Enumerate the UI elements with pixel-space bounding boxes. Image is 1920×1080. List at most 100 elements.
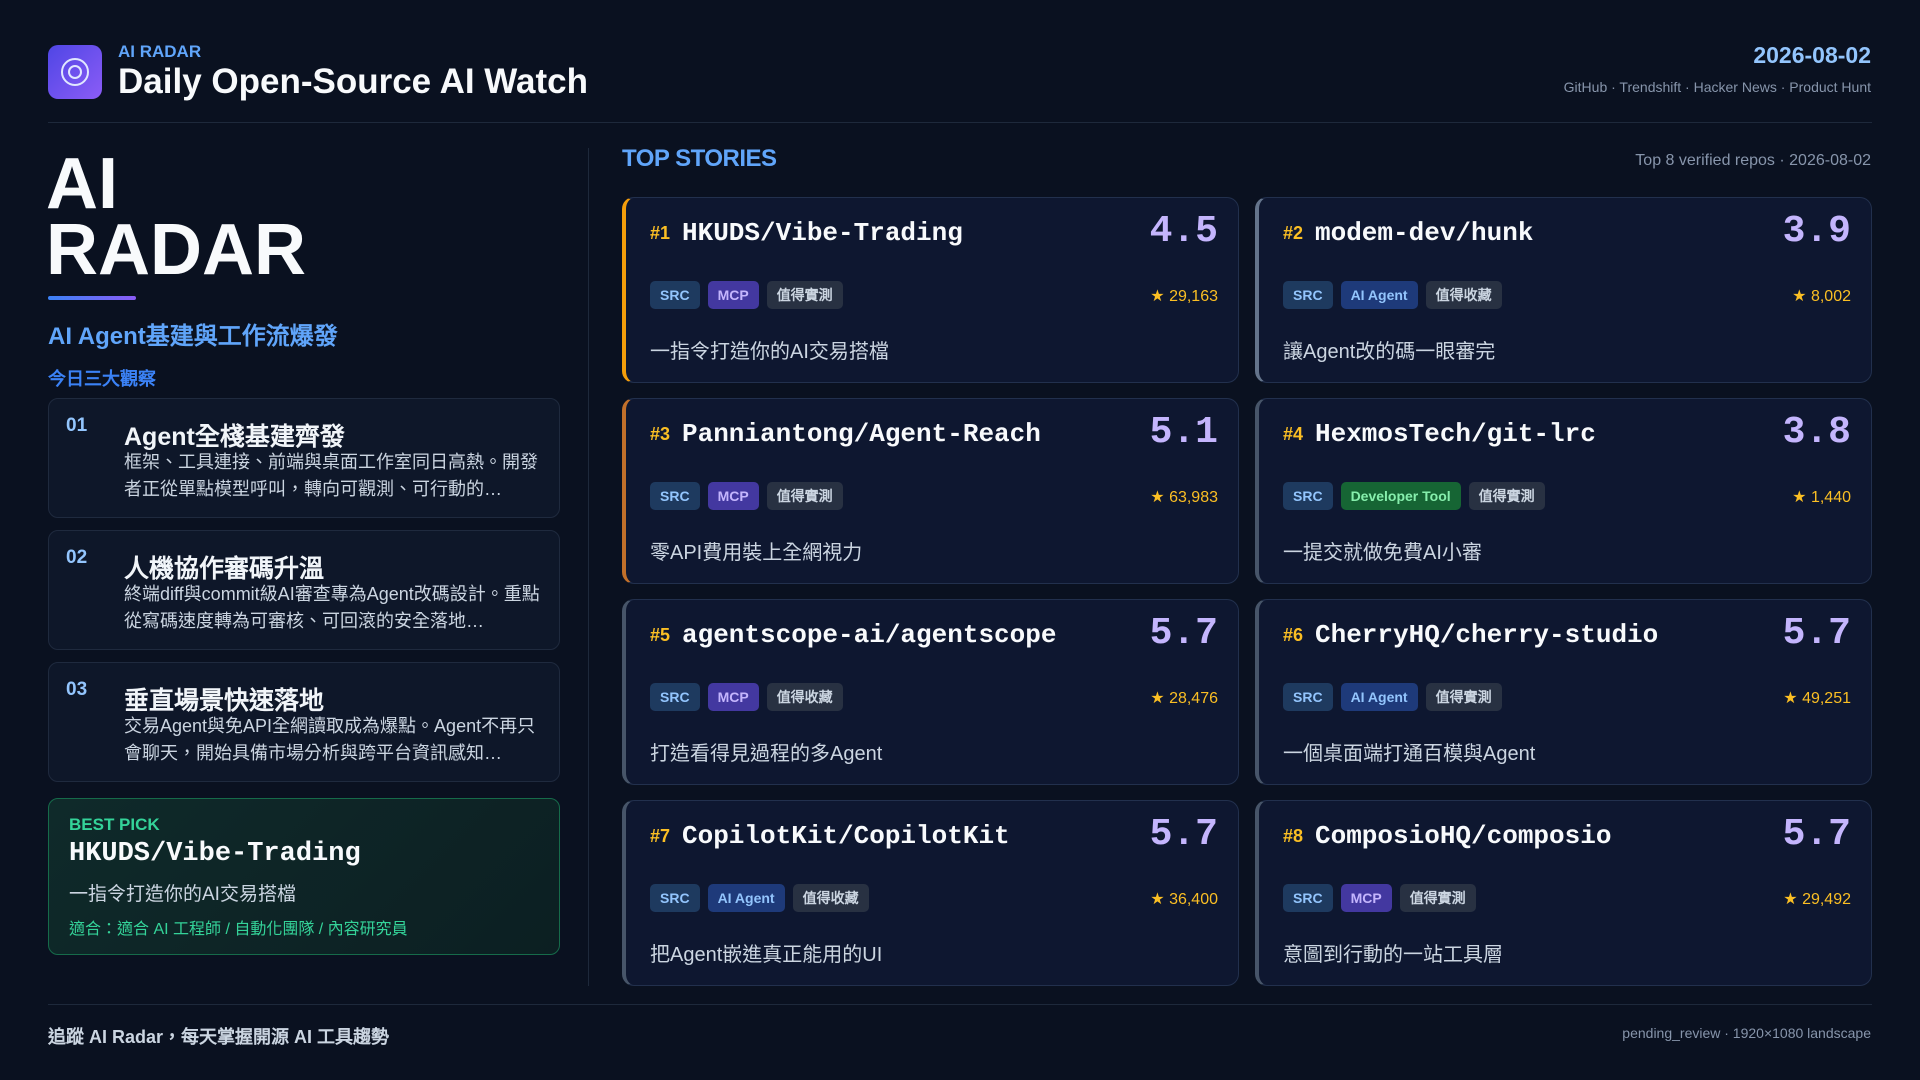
- footer-divider: [48, 1004, 1872, 1005]
- accent-bar: [48, 296, 136, 300]
- story-description: 打造看得見過程的多Agent: [650, 743, 883, 765]
- star-value: 8,002: [1810, 288, 1851, 305]
- insight-card: 03 垂直場景快速落地 交易Agent與免API全網讀取成為爆點。Agent不再只會…: [48, 662, 560, 782]
- star-icon: ★: [1150, 690, 1170, 707]
- tag: SRC: [1283, 281, 1333, 309]
- story-rank: #3: [650, 424, 671, 444]
- story-score: 3.9: [1782, 210, 1851, 253]
- story-rank: #6: [1283, 625, 1304, 645]
- star-count: ★ 29,492: [1783, 889, 1851, 909]
- story-card: #2 modem-dev/hunk 3.9 SRC AI Agent 值得收藏 ★ 8,00…: [1255, 197, 1872, 383]
- footer-status: pending_review · 1920×1080 landscape: [1622, 1025, 1871, 1041]
- story-rank: #5: [650, 625, 671, 645]
- insight-number: 01: [66, 415, 88, 436]
- story-score: 5.7: [1149, 813, 1218, 856]
- tag-row: SRC AI Agent 值得收藏: [650, 884, 869, 912]
- brand-line: RADAR: [46, 210, 306, 290]
- story-description: 讓Agent改的碼一眼審完: [1283, 341, 1496, 363]
- best-pick: BEST PICK HKUDS/Vibe-Trading 一指令打造你的AI交易…: [48, 798, 560, 955]
- story-repo: CherryHQ/cherry-studio: [1315, 620, 1659, 650]
- tag: SRC: [1283, 482, 1333, 510]
- tag: AI Agent: [1340, 683, 1418, 711]
- tag-row: SRC MCP 值得收藏: [650, 683, 843, 711]
- star-icon: ★: [1792, 288, 1811, 305]
- headline: AI Agent基建與工作流爆發: [48, 323, 338, 350]
- tag: SRC: [1283, 884, 1333, 912]
- star-icon: ★: [1150, 891, 1170, 908]
- tag: 值得實測: [1468, 482, 1545, 510]
- insight-title: 人機協作審碼升溫: [124, 555, 325, 583]
- story-repo: HexmosTech/git-lrc: [1315, 419, 1596, 449]
- insight-body: 交易Agent與免API全網讀取成為爆點。Agent不再只會聊天，開始具備市場分…: [124, 716, 536, 763]
- best-pick-description: 一指令打造你的AI交易搭檔: [69, 884, 296, 905]
- star-value: 1,440: [1810, 489, 1851, 506]
- tag-row: SRC Developer Tool 值得實測: [1283, 482, 1545, 510]
- date: 2026-08-02: [1753, 42, 1871, 68]
- insight-number: 02: [66, 547, 88, 568]
- story-description: 把Agent嵌進真正能用的UI: [650, 944, 883, 966]
- story-score: 5.7: [1149, 612, 1218, 655]
- logo: [48, 45, 102, 99]
- tag: AI Agent: [1340, 281, 1418, 309]
- story-rank: #8: [1283, 826, 1304, 846]
- footer-tagline: 追蹤 AI Radar，每天掌握開源 AI 工具趨勢: [48, 1027, 390, 1047]
- star-icon: ★: [1150, 288, 1170, 305]
- tag-row: SRC AI Agent 值得收藏: [1283, 281, 1502, 309]
- star-count: ★ 1,440: [1792, 487, 1851, 507]
- story-description: 一提交就做免費AI小審: [1283, 542, 1482, 564]
- star-icon: ★: [1792, 489, 1811, 506]
- tag: MCP: [1340, 884, 1392, 912]
- sources: GitHub · Trendshift · Hacker News · Prod…: [1563, 79, 1871, 95]
- star-count: ★ 49,251: [1783, 688, 1851, 708]
- tag: SRC: [650, 482, 700, 510]
- story-card: #5 agentscope-ai/agentscope 5.7 SRC MCP 值得收藏 ★…: [622, 599, 1239, 785]
- story-card: #7 CopilotKit/CopilotKit 5.7 SRC AI Agent 值得收…: [622, 800, 1239, 986]
- tag: SRC: [650, 683, 700, 711]
- star-icon: ★: [1783, 690, 1803, 707]
- star-icon: ★: [1150, 489, 1170, 506]
- story-card: #4 HexmosTech/git-lrc 3.8 SRC Developer Tool…: [1255, 398, 1872, 584]
- story-score: 4.5: [1149, 210, 1218, 253]
- star-count: ★ 63,983: [1150, 487, 1218, 507]
- story-description: 一指令打造你的AI交易搭檔: [650, 341, 889, 363]
- star-value: 63,983: [1169, 489, 1218, 506]
- story-score: 3.8: [1782, 411, 1851, 454]
- story-score: 5.7: [1782, 813, 1851, 856]
- insight-title: Agent全棧基建齊發: [124, 423, 345, 451]
- story-repo: HKUDS/Vibe-Trading: [682, 218, 963, 248]
- tag: SRC: [650, 281, 700, 309]
- story-description: 零API費用裝上全網視力: [650, 542, 863, 564]
- insight-body: 終端diff與commit級AI審查專為Agent改碼設計。重點從寫碼速度轉為可…: [124, 584, 540, 631]
- column-divider: [588, 148, 589, 986]
- brand-line: AI: [46, 144, 118, 224]
- tag: AI Agent: [707, 884, 785, 912]
- tag: 值得收藏: [1425, 281, 1502, 309]
- story-repo: Panniantong/Agent-Reach: [682, 419, 1041, 449]
- kicker: AI RADAR: [118, 42, 202, 61]
- tag: MCP: [707, 281, 759, 309]
- insight-body: 框架、工具連接、前端與桌面工作室同日高熱。開發者正從單點模型呼叫，轉向可觀測、可…: [124, 452, 538, 499]
- tag: 值得實測: [766, 482, 843, 510]
- tag: 值得收藏: [766, 683, 843, 711]
- tag: 值得實測: [1399, 884, 1476, 912]
- tag: SRC: [1283, 683, 1333, 711]
- story-rank: #1: [650, 223, 671, 243]
- star-value: 29,492: [1802, 891, 1851, 908]
- star-value: 36,400: [1169, 891, 1218, 908]
- tag: MCP: [707, 482, 759, 510]
- story-card: #3 Panniantong/Agent-Reach 5.1 SRC MCP 值得實測 ★ …: [622, 398, 1239, 584]
- story-rank: #4: [1283, 424, 1304, 444]
- star-count: ★ 36,400: [1150, 889, 1218, 909]
- star-count: ★ 8,002: [1792, 286, 1851, 306]
- tag-row: SRC AI Agent 值得實測: [1283, 683, 1502, 711]
- story-card: #1 HKUDS/Vibe-Trading 4.5 SRC MCP 值得實測 ★ 29,16…: [622, 197, 1239, 383]
- insight-title: 垂直場景快速落地: [124, 687, 325, 715]
- stories-meta: Top 8 verified repos · 2026-08-02: [1635, 152, 1871, 169]
- tag-row: SRC MCP 值得實測: [1283, 884, 1476, 912]
- tag: 值得實測: [1425, 683, 1502, 711]
- page-title: Daily Open-Source AI Watch: [118, 62, 588, 101]
- story-repo: modem-dev/hunk: [1315, 218, 1534, 248]
- insight-card: 01 Agent全棧基建齊發 框架、工具連接、前端與桌面工作室同日高熱。開發者正從單…: [48, 398, 560, 518]
- star-value: 29,163: [1169, 288, 1218, 305]
